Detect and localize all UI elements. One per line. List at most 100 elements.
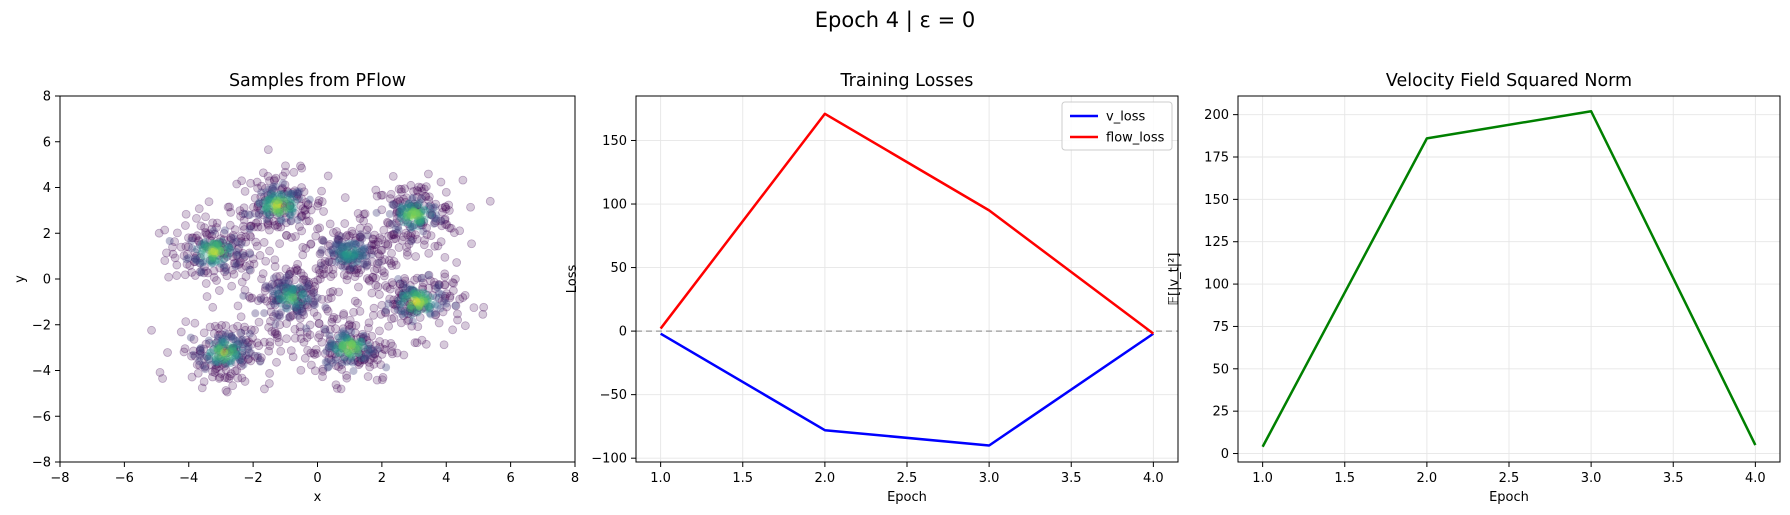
scatter-point [285,312,295,322]
scatter-point [434,293,444,303]
scatter-point [425,209,435,219]
scatter-point [385,210,394,219]
y-tick-label: −4 [32,364,51,379]
scatter-point [303,302,313,312]
y-axis-label: Loss [565,265,580,294]
scatter-point [269,176,279,186]
legend: v_loss flow_loss [1061,101,1173,151]
scatter-point [269,216,279,226]
scatter-point [284,313,293,322]
scatter-point [445,291,455,301]
scatter-point [253,222,263,232]
x-axis-label: Epoch [1489,490,1529,505]
scatter-point [274,278,283,288]
scatter-point [390,299,400,309]
scatter-point [368,345,377,354]
scatter-point [412,338,422,348]
scatter-point [402,242,412,252]
scatter-point [288,285,297,295]
scatter-point [180,344,190,354]
scatter-point [389,257,399,266]
scatter-point [431,300,440,309]
scatter-point [249,222,259,232]
scatter-point [398,206,407,215]
scatter-point [304,280,314,289]
scatter-point [451,301,460,310]
scatter-point [382,217,392,227]
scatter-point [417,273,427,283]
scatter-point [273,222,283,232]
scatter-point [311,231,321,241]
scatter-point [478,309,488,319]
scatter-point [246,178,256,188]
scatter-point [237,277,247,287]
scatter-point [419,303,429,313]
scatter-point [290,292,300,302]
scatter-point [172,271,182,280]
scatter-point [168,249,178,259]
scatter-point [201,279,211,288]
scatter-point [237,263,246,273]
scatter-point [330,251,339,261]
scatter-point [253,183,262,193]
scatter-point [397,303,407,313]
scatter-point [385,220,395,229]
scatter-point [269,293,279,303]
scatter-point [158,374,167,383]
scatter-point [343,271,352,281]
scatter-point [199,262,209,272]
scatter-point [302,216,311,226]
scatter-point [376,309,386,319]
scatter-point [228,324,238,334]
scatter-point [273,199,283,209]
scatter-point [439,297,448,306]
scatter-point [425,302,435,312]
scatter-point [291,232,300,241]
scatter-point [296,365,306,375]
scatter-point [258,269,268,278]
scatter-point [329,312,339,322]
scatter-point [320,269,329,279]
scatter-point [234,243,244,253]
scatter-point [389,234,399,244]
scatter-point [448,325,458,335]
x-tick-label: −2 [244,471,263,486]
scatter-point [394,208,404,217]
scatter-point [253,217,263,227]
scatter-point [440,291,450,301]
scatter-point [263,219,273,229]
scatter-point [258,168,268,178]
scatter-point [312,311,322,321]
scatter-point [188,233,198,243]
scatter-point [235,258,245,268]
scatter-point [296,299,306,308]
scatter-point [165,236,174,245]
scatter-point [368,272,377,282]
scatter-point [276,222,286,232]
scatter-point [397,235,407,245]
scatter-point [442,220,452,229]
scatter-point [276,185,286,195]
scatter-point [430,241,440,251]
scatter-point [274,337,284,347]
scatter-point [437,216,446,225]
scatter-point [204,354,214,364]
scatter-point [368,310,378,320]
scatter-point [264,207,274,217]
scatter-point [299,274,309,284]
scatter-point [380,268,389,277]
scatter-point [396,293,406,303]
scatter-point [412,273,422,283]
scatter-point [429,219,438,228]
scatter-point [168,242,177,252]
scatter-point [219,229,229,238]
scatter-point [226,234,236,243]
scatter-point [216,242,226,252]
scatter-point [437,221,447,231]
scatter-point [377,266,387,276]
scatter-point [182,259,192,269]
scatter-point [306,205,316,215]
scatter-point [225,202,234,212]
scatter-point [276,346,286,356]
